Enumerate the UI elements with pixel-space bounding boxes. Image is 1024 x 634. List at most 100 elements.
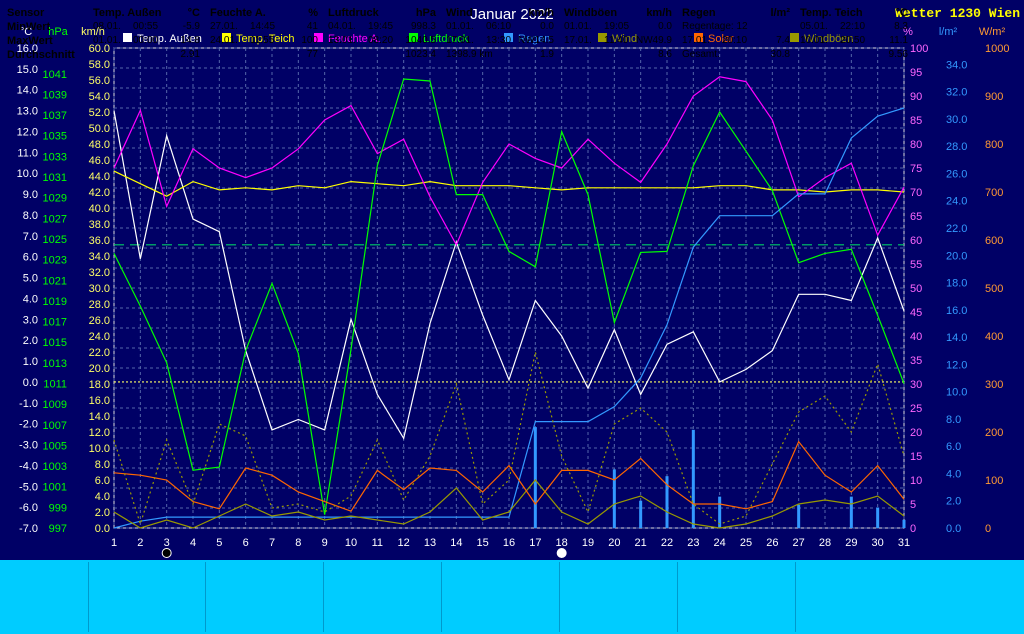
- footer-row: 13.01. 08:20 1040.5: [328, 34, 440, 48]
- chart-grid: [113, 47, 905, 529]
- footer-header: Windböen: [564, 7, 618, 19]
- wind-tick-label: 24.0: [89, 331, 110, 343]
- footer-row: Gesamt: 30.8: [682, 48, 794, 62]
- footer-row: Windböen km/h: [564, 6, 676, 20]
- legend-label: Feuchte A.: [328, 33, 381, 45]
- footer-min-date: 05.01.: [800, 21, 828, 32]
- x-tick-label: 8: [295, 537, 301, 549]
- rain-tick-label: 18.0: [946, 278, 967, 290]
- solar-tick-label: 100: [985, 475, 1003, 487]
- footer-row: MinWert: [7, 20, 87, 34]
- footer-min-date: 04.01.: [328, 21, 356, 32]
- moon-new-marker: [161, 548, 172, 558]
- x-tick-label: 11: [372, 537, 383, 549]
- x-tick-label: 20: [608, 537, 620, 549]
- hum-tick-label: 85: [910, 115, 922, 127]
- footer-min-time: 19:45: [368, 21, 394, 32]
- x-tick-label: 14: [450, 537, 462, 549]
- footer-header: Wind: [446, 7, 473, 19]
- legend-label: Solar: [708, 33, 734, 45]
- x-tick-label: 25: [740, 537, 752, 549]
- footer-min-val: 0.0: [658, 21, 672, 32]
- hum-tick-label: 90: [910, 91, 922, 103]
- rain-tick-label: 24.0: [946, 196, 967, 208]
- footer-separator: [677, 562, 678, 632]
- wind-tick-label: 28.0: [89, 299, 110, 311]
- legend-swatch: [790, 33, 799, 42]
- footer-row: 01.01. 06:10 0.0: [446, 20, 558, 34]
- press-tick-label: 1041: [43, 69, 67, 81]
- x-tick-label: 13: [424, 537, 436, 549]
- legend-label: Wind: [612, 33, 637, 45]
- hum-tick-label: 0: [910, 523, 916, 535]
- wind-tick-label: 34.0: [89, 251, 110, 263]
- legend-swatch: [409, 33, 418, 42]
- footer-col-temp_aussen: Temp. Außen °C 08.01. 00:55 -5.9 01.01. 00:00 1…: [93, 6, 204, 72]
- x-tick-label: 15: [477, 537, 489, 549]
- footer-col-regen: Regen l/m² Regentage: 12 17.01. 20:10 7.4 Gesa…: [682, 6, 794, 72]
- footer-max-val: 100: [301, 35, 318, 46]
- rain-bar: [797, 504, 801, 528]
- wind-tick-label: 10.0: [89, 443, 110, 455]
- temp-tick-label: 1.0: [23, 356, 38, 368]
- weather-chart: 16.015.014.013.012.011.010.09.08.07.06.0…: [17, 26, 1009, 558]
- temp-tick-label: -4.0: [19, 460, 38, 472]
- x-tick-label: 5: [216, 537, 222, 549]
- x-tick-label: 12: [398, 537, 410, 549]
- wind-tick-label: 22.0: [89, 347, 110, 359]
- wind-tick-label: 32.0: [89, 267, 110, 279]
- footer-separator: [441, 562, 442, 632]
- rain-bar: [665, 476, 669, 528]
- footer-row: Feuchte A.%: [210, 6, 322, 20]
- footer-unit: l/m²: [770, 7, 790, 19]
- footer-separator: [795, 562, 796, 632]
- wind-unit-label: km/h: [81, 26, 105, 38]
- hum-tick-label: 10: [910, 475, 922, 487]
- footer-row: 17.01. 11:40 NW 49.9: [564, 34, 676, 48]
- footer-avg: 2.91: [180, 49, 200, 60]
- footer-max-val: 14.8: [180, 35, 200, 46]
- x-tick-label: 2: [137, 537, 143, 549]
- footer-max-date: 01.01.: [93, 35, 121, 46]
- footer-min-date: 01.01.: [446, 21, 474, 32]
- footer-row: 1398.9 km 1.9: [446, 48, 558, 62]
- rain-tick-label: 28.0: [946, 141, 967, 153]
- wind-tick-label: 8.0: [95, 459, 110, 471]
- hum-tick-label: 75: [910, 163, 922, 175]
- rain-total-val: 30.8: [770, 49, 790, 60]
- series-line: [113, 76, 905, 247]
- hum-tick-label: 60: [910, 235, 922, 247]
- x-tick-label: 30: [872, 537, 884, 549]
- x-tick-label: 21: [635, 537, 647, 549]
- press-tick-label: 1007: [43, 420, 67, 432]
- rain-bar: [876, 507, 880, 528]
- wind-tick-label: 56.0: [89, 75, 110, 87]
- legend-swatch: [504, 33, 513, 42]
- footer-avg: 77: [306, 49, 318, 60]
- x-tick-label: 3: [164, 537, 170, 549]
- temp-tick-label: 7.0: [23, 231, 38, 243]
- rain-bar: [718, 496, 722, 528]
- temp-tick-label: 11.0: [17, 147, 38, 159]
- solar-unit-label: W/m²: [979, 26, 1006, 38]
- chart-series: [113, 76, 906, 529]
- rain-bar: [639, 500, 643, 528]
- footer-avg: 1023.4: [405, 49, 436, 60]
- wind-tick-label: 6.0: [95, 475, 110, 487]
- press-tick-label: 1033: [43, 151, 67, 163]
- wind-tick-label: 4.0: [95, 491, 110, 503]
- solar-tick-label: 400: [985, 331, 1003, 343]
- footer-max-time: 11:40: [604, 35, 629, 46]
- footer-max-time: 00:00: [133, 35, 159, 46]
- footer-max-date: 17.01.: [446, 35, 474, 46]
- legend-label: Temp. Außen: [137, 33, 202, 45]
- rain-bar: [612, 469, 616, 528]
- temp-tick-label: 10.0: [17, 168, 38, 180]
- footer-unit: hPa: [415, 7, 436, 19]
- footer-row-label: Durchschnitt: [7, 49, 75, 61]
- footer-header: Temp. Teich: [800, 7, 863, 19]
- footer-max-val: 1040.5: [405, 35, 436, 46]
- footer-max-date: 17.01.: [682, 35, 710, 46]
- wind-tick-label: 18.0: [89, 379, 110, 391]
- footer-min-date: 27.01.: [210, 21, 238, 32]
